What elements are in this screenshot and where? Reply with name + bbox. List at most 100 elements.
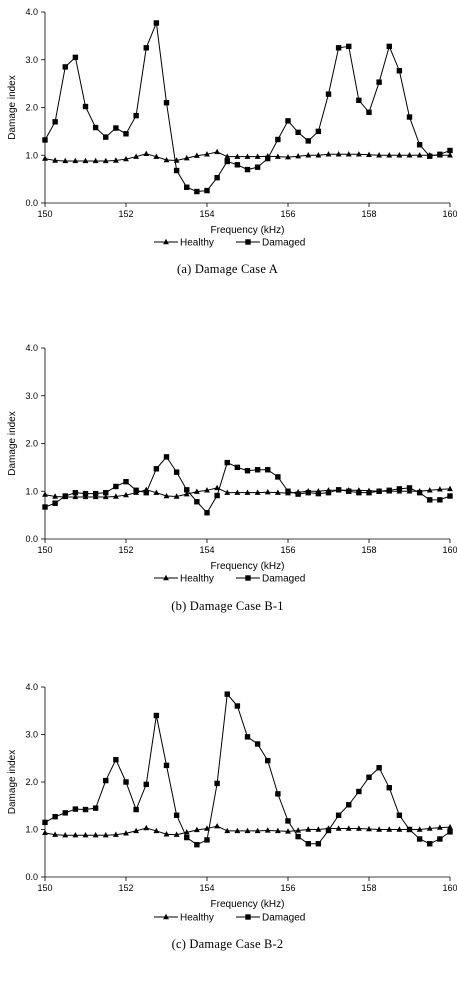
data-point-healthy (173, 831, 180, 837)
data-point-damaged (194, 842, 200, 848)
data-point-healthy (285, 828, 291, 834)
data-point-healthy (335, 151, 342, 157)
data-point-healthy (234, 153, 241, 159)
data-point-healthy (143, 150, 150, 157)
data-point-healthy (254, 827, 261, 834)
x-tick-label: 150 (37, 545, 52, 555)
data-point-damaged (153, 20, 160, 26)
data-point-damaged (285, 488, 291, 494)
data-point-healthy (244, 153, 251, 159)
data-point-damaged (143, 489, 149, 496)
data-point-healthy (153, 489, 160, 495)
data-point-healthy (102, 157, 109, 164)
data-point-healthy (345, 151, 352, 157)
data-point-healthy (112, 157, 119, 163)
data-point-damaged (346, 802, 352, 808)
data-point-healthy (447, 823, 453, 830)
data-point-damaged (325, 827, 332, 834)
data-point-damaged (447, 829, 453, 835)
data-point-damaged (123, 779, 129, 785)
x-tick-label: 154 (199, 883, 214, 893)
y-tick-label: 0.0 (25, 534, 38, 544)
y-tick-label: 2.0 (25, 777, 38, 787)
data-point-healthy (264, 489, 271, 495)
data-point-damaged (153, 466, 160, 472)
x-tick-label: 156 (280, 545, 295, 555)
x-tick-label: 156 (280, 883, 295, 893)
data-point-damaged (42, 137, 48, 143)
data-point-damaged (194, 499, 200, 505)
data-point-damaged (224, 158, 230, 165)
x-tick-label: 152 (118, 209, 133, 219)
y-tick-label: 0.0 (25, 198, 38, 208)
data-point-damaged (325, 91, 332, 97)
data-point-damaged (416, 836, 423, 842)
data-point-damaged (437, 836, 443, 842)
data-point-damaged (113, 756, 119, 763)
data-point-damaged (234, 703, 241, 709)
data-point-healthy (345, 825, 352, 831)
data-point-damaged (265, 467, 271, 473)
chart-caption: (b) Damage Case B-1 (171, 599, 283, 613)
data-point-damaged (153, 712, 160, 719)
data-point-healthy (62, 832, 69, 838)
x-tick-label: 158 (361, 883, 376, 893)
data-point-damaged (224, 691, 230, 697)
data-point-damaged (406, 826, 413, 833)
x-axis-title: Frequency (kHz) (211, 899, 285, 910)
legend-marker-healthy (163, 574, 169, 581)
data-point-damaged (346, 488, 352, 494)
data-point-damaged (72, 489, 79, 496)
legend-label-damaged: Damaged (262, 913, 305, 924)
data-point-damaged (386, 43, 392, 50)
data-point-healthy (285, 153, 291, 160)
data-point-damaged (163, 454, 170, 460)
data-point-damaged (305, 841, 311, 847)
data-point-damaged (62, 810, 68, 816)
x-tick-label: 150 (37, 883, 52, 893)
data-point-healthy (214, 484, 221, 491)
data-point-healthy (376, 152, 383, 158)
series-healthy (42, 148, 453, 164)
data-point-damaged (163, 762, 170, 769)
y-tick-label: 0.0 (25, 872, 38, 882)
data-point-damaged (113, 125, 119, 131)
data-point-damaged (234, 162, 241, 168)
data-point-damaged (52, 119, 58, 125)
series-line-damaged (44, 692, 451, 846)
data-point-healthy (42, 491, 48, 497)
data-point-damaged (204, 837, 210, 843)
data-point-damaged (42, 819, 48, 826)
series-healthy (42, 822, 453, 838)
data-point-damaged (427, 841, 433, 847)
data-point-damaged (285, 118, 291, 124)
data-point-healthy (224, 827, 231, 834)
legend-label-healthy: Healthy (180, 238, 214, 249)
data-point-healthy (52, 157, 59, 163)
data-point-healthy (244, 827, 251, 834)
x-tick-label: 152 (118, 545, 133, 555)
data-point-damaged (173, 469, 180, 475)
data-point-damaged (295, 491, 301, 497)
legend-marker-damaged (245, 914, 251, 920)
chart-panel-2: 0.0 1.0 2.0 3.0 4.0 150 152 154 156 158 160 Frequen… (7, 343, 457, 613)
data-point-damaged (437, 497, 443, 503)
data-point-damaged (275, 136, 281, 143)
legend-marker-damaged (245, 239, 251, 245)
data-point-healthy (234, 827, 241, 834)
data-point-healthy (447, 485, 453, 492)
data-point-healthy (325, 151, 332, 157)
y-tick-label: 4.0 (25, 343, 38, 353)
data-point-healthy (92, 832, 99, 838)
data-point-damaged (82, 490, 89, 497)
data-point-healthy (102, 832, 109, 838)
data-point-damaged (376, 488, 382, 494)
data-point-healthy (52, 493, 59, 499)
data-point-healthy (82, 493, 89, 500)
y-tick-label: 4.0 (25, 682, 38, 692)
data-point-healthy (436, 486, 443, 492)
data-point-damaged (103, 777, 109, 784)
data-point-damaged (82, 806, 89, 813)
data-point-healthy (305, 152, 312, 158)
data-point-healthy (204, 151, 210, 157)
